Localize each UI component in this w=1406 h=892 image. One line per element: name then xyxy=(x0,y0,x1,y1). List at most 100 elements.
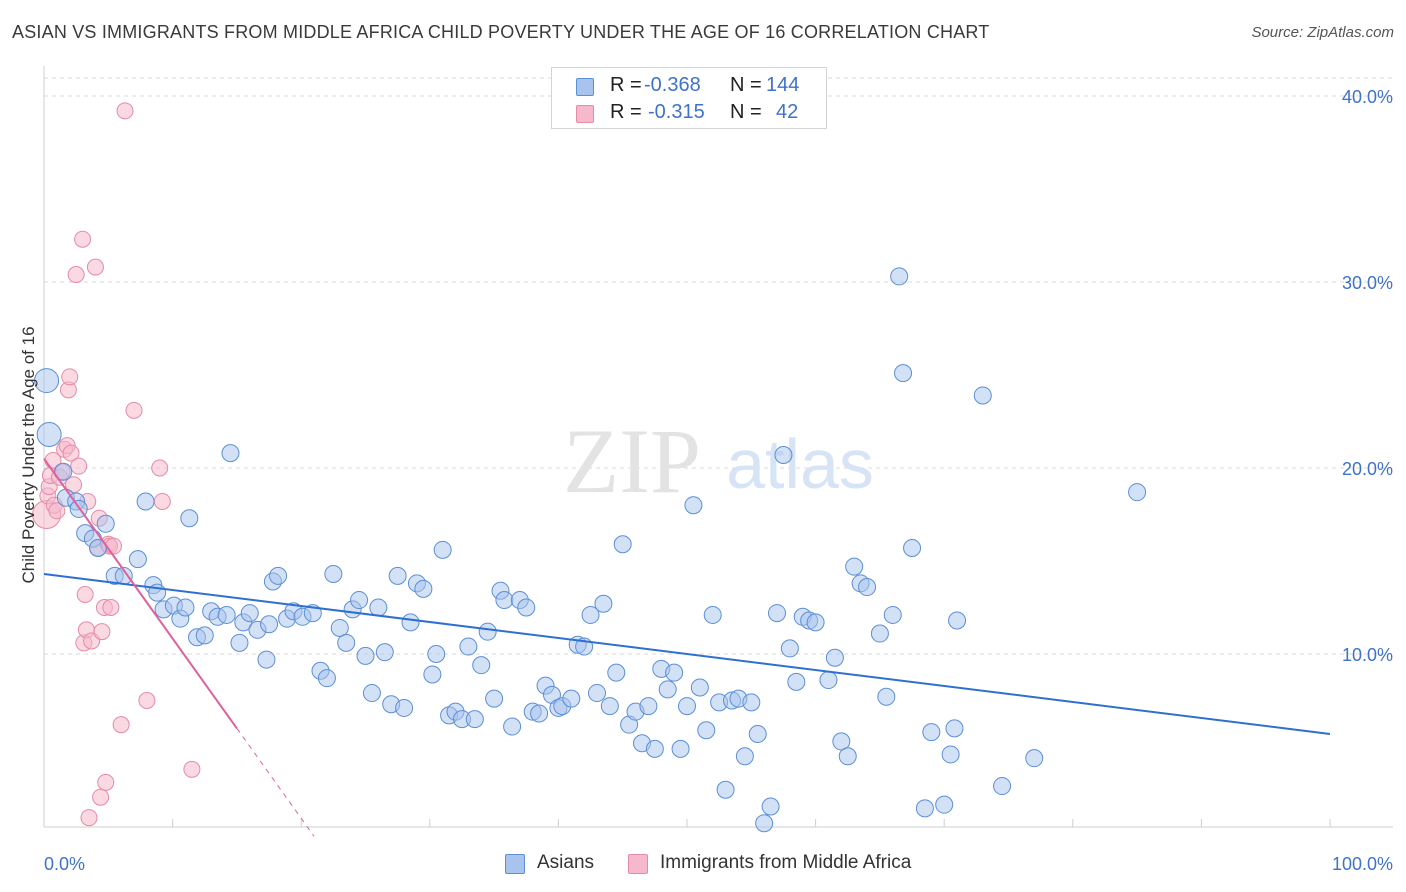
asian-point xyxy=(350,591,369,610)
asian-point xyxy=(768,604,787,623)
y-tick-label: 20.0% xyxy=(1342,459,1393,479)
africa-point xyxy=(102,599,120,616)
asian-point xyxy=(89,538,108,557)
asian-point xyxy=(356,646,375,665)
asian-point xyxy=(180,509,199,528)
legend-swatch-africa xyxy=(576,105,594,123)
asian-point xyxy=(414,579,433,598)
bottom-legend-label-asian: Asians xyxy=(537,852,595,873)
legend-swatch-asian xyxy=(576,78,594,96)
legend-r-value: -0.315 xyxy=(648,101,705,123)
asian-trend-line xyxy=(43,573,1331,735)
asian-point xyxy=(587,684,606,703)
africa-point xyxy=(138,692,156,709)
asian-point xyxy=(684,496,703,515)
asian-point xyxy=(755,814,774,833)
asian-point xyxy=(395,698,414,717)
africa-point xyxy=(86,258,104,276)
bottom-legend-swatch-asian xyxy=(505,854,525,874)
asian-point xyxy=(423,665,442,684)
asian-point xyxy=(903,538,922,557)
asian-point xyxy=(774,445,793,464)
bottom-legend-label-africa: Immigrants from Middle Africa xyxy=(660,852,912,873)
asian-point xyxy=(973,386,992,405)
asian-point xyxy=(240,604,259,623)
asian-point xyxy=(257,650,276,669)
bottom-legend-swatch-africa xyxy=(628,854,648,874)
asian-point xyxy=(530,704,549,723)
asian-point xyxy=(433,540,452,559)
legend-box: R = -0.368 N = 144 R = -0.315 N = 42 xyxy=(551,67,827,129)
asian-point xyxy=(993,777,1012,796)
asian-point xyxy=(36,422,62,448)
africa-trend-line xyxy=(43,458,238,729)
x-tick-label: 0.0% xyxy=(44,854,85,874)
asian-point xyxy=(427,645,446,663)
asian-points xyxy=(34,267,1147,833)
asian-point xyxy=(401,613,420,632)
legend-r-value: -0.368 xyxy=(644,74,701,96)
asian-point xyxy=(806,613,825,632)
asian-point xyxy=(388,566,407,585)
asian-point xyxy=(742,693,761,712)
africa-point xyxy=(74,230,92,248)
asian-point xyxy=(613,535,632,554)
asian-point xyxy=(761,797,780,816)
africa-point xyxy=(70,457,88,475)
asian-point xyxy=(217,605,236,624)
africa-point xyxy=(61,368,79,386)
asian-point xyxy=(478,622,497,641)
asian-point xyxy=(787,672,806,691)
asian-point xyxy=(260,615,279,634)
asian-point xyxy=(459,637,478,656)
asian-point xyxy=(645,739,664,758)
africa-point xyxy=(112,716,130,734)
chart-title: ASIAN VS IMMIGRANTS FROM MIDDLE AFRICA C… xyxy=(12,22,990,42)
asian-point xyxy=(870,624,889,643)
asian-point xyxy=(922,723,941,742)
asian-point xyxy=(375,643,394,662)
asian-point xyxy=(562,689,581,708)
legend-n-value: 42 xyxy=(776,101,799,123)
bottom-legend: Asians Immigrants from Middle Africa xyxy=(0,850,1406,880)
africa-point xyxy=(92,788,110,806)
y-tick-label: 40.0% xyxy=(1342,87,1393,107)
asian-point xyxy=(1128,483,1147,502)
asian-point xyxy=(485,689,504,708)
asian-point xyxy=(337,633,356,652)
africa-point xyxy=(67,266,85,284)
asian-point xyxy=(678,697,696,716)
asian-point xyxy=(671,739,690,758)
asian-point xyxy=(915,799,934,818)
asian-point xyxy=(269,566,288,585)
asian-point xyxy=(362,684,381,703)
asian-point xyxy=(517,598,536,617)
asian-point xyxy=(780,639,799,658)
tick-labels: 10.0% 20.0% 30.0% 40.0% 0.0% 100.0% xyxy=(44,87,1393,874)
asian-point xyxy=(697,721,716,740)
y-tick-label: 10.0% xyxy=(1342,645,1393,665)
asian-point xyxy=(690,678,709,697)
asian-point xyxy=(34,368,60,394)
asian-point xyxy=(324,565,343,584)
asian-point xyxy=(230,633,249,652)
africa-point xyxy=(65,476,83,494)
asian-point xyxy=(894,364,913,383)
asian-point xyxy=(735,747,754,766)
asian-point xyxy=(594,594,613,613)
africa-point xyxy=(80,809,98,827)
asian-point xyxy=(472,656,491,675)
source-label: Source: ZipAtlas.com xyxy=(1251,24,1394,41)
axes xyxy=(43,66,1393,828)
legend-n-value: 144 xyxy=(766,74,800,96)
asian-point xyxy=(96,514,115,533)
asian-point xyxy=(935,795,954,814)
asian-point xyxy=(54,462,73,481)
africa-point xyxy=(104,537,122,555)
africa-point xyxy=(183,760,201,778)
africa-points xyxy=(32,102,201,827)
asian-point xyxy=(703,605,722,624)
watermark-zip: ZIP xyxy=(563,410,701,512)
africa-point xyxy=(62,444,80,462)
